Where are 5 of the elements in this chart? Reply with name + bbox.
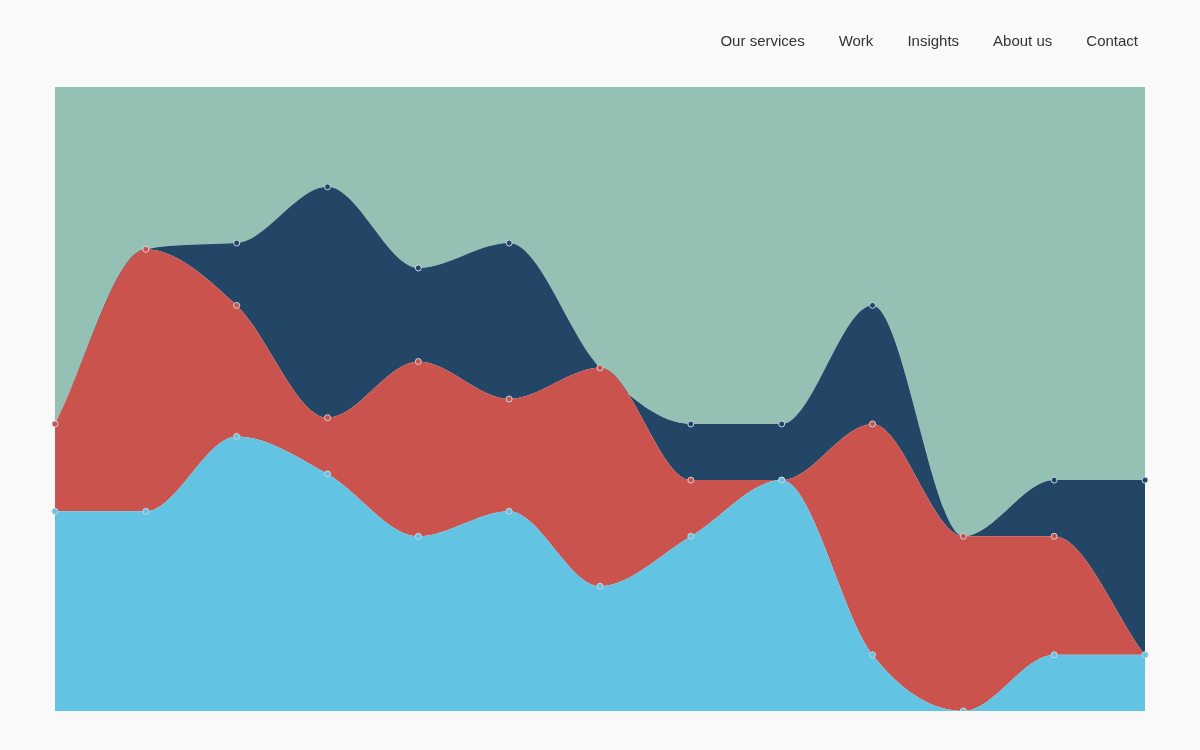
text: Our services [720, 32, 805, 49]
text: Insights [907, 32, 960, 49]
text: Work [838, 32, 874, 49]
text: About us [993, 32, 1053, 49]
text: Contact [1086, 32, 1138, 49]
